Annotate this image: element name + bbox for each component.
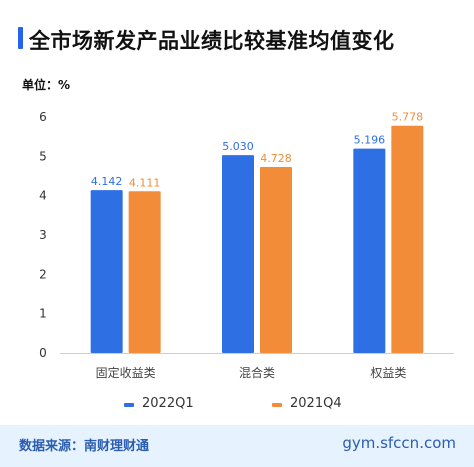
y-tick-label: 2: [39, 267, 47, 281]
bar-2021Q4-1: [260, 167, 292, 353]
bar-2021Q4-0: [128, 191, 161, 353]
data-label: 5.778: [392, 111, 424, 124]
data-label: 5.030: [222, 140, 254, 153]
data-label: 4.728: [260, 152, 292, 165]
unit-label: 单位：%: [22, 78, 71, 92]
site-url: gym.sfccn.com: [342, 434, 456, 452]
data-label: 5.196: [354, 134, 386, 147]
y-tick-label: 5: [39, 149, 47, 163]
data-label: 4.142: [91, 175, 123, 188]
bar-2022Q1-0: [90, 190, 123, 353]
category-label: 固定收益类: [96, 365, 156, 380]
legend-label: 2021Q4: [290, 396, 342, 411]
y-tick-label: 6: [39, 110, 47, 124]
legend-swatch: [272, 403, 282, 407]
bar-2021Q4-2: [391, 125, 424, 354]
legend-label: 2022Q1: [142, 396, 194, 411]
category-label: 混合类: [239, 365, 275, 380]
y-tick-label: 1: [39, 307, 47, 321]
footer-bar: 数据来源：南财理财通 gym.sfccn.com: [0, 425, 474, 467]
category-label: 权益类: [370, 366, 406, 380]
title-accent-bar: [18, 27, 23, 49]
y-tick-label: 3: [39, 228, 47, 242]
bar-2022Q1-2: [353, 148, 386, 353]
legend-swatch: [124, 403, 134, 407]
bar-2022Q1-1: [222, 155, 254, 353]
y-tick-label: 0: [39, 346, 47, 360]
chart-title: 全市场新发产品业绩比较基准均值变化: [29, 29, 395, 53]
chart-legend: 2022Q1 2021Q4: [0, 396, 474, 416]
y-tick-label: 4: [39, 189, 47, 203]
bar-chart: 0 1 2 3 4 5 6 4.142 4.111 固定收益类 5.030 4.728 混合类 5.196…: [39, 110, 454, 380]
data-label: 4.111: [129, 176, 161, 189]
data-source: 数据来源：南财理财通: [19, 439, 150, 454]
